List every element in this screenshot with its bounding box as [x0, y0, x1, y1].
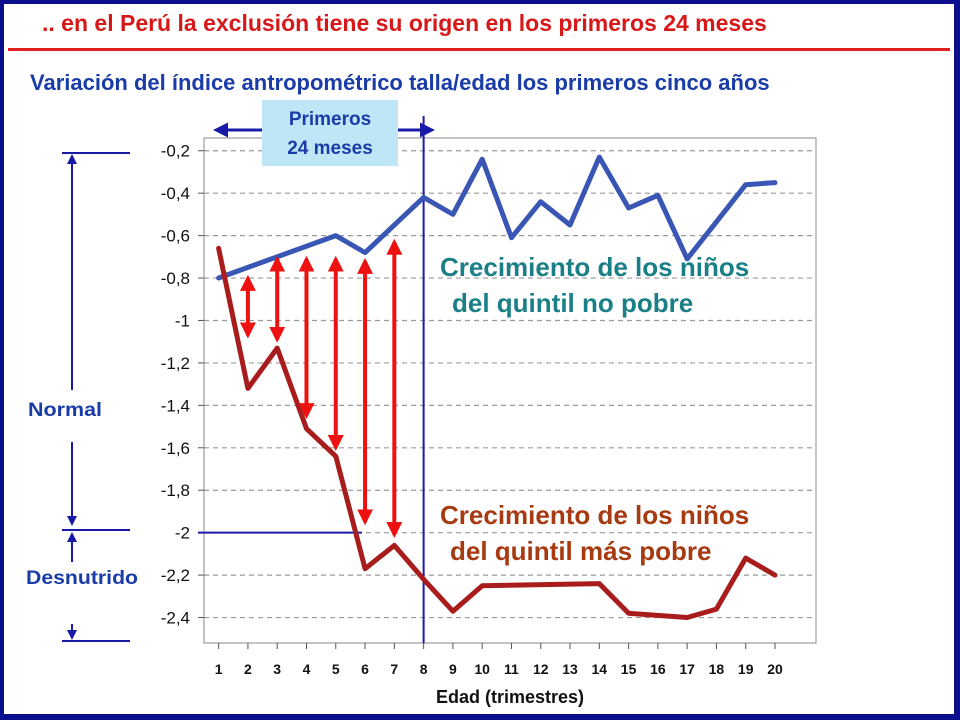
desnutrido-label: Desnutrido [26, 568, 138, 589]
series-layer [216, 154, 778, 620]
x-tick-label: 6 [361, 661, 369, 677]
x-tick-label: 4 [303, 661, 311, 677]
x-tick-label: 12 [533, 661, 549, 677]
x-tick-label: 16 [650, 661, 666, 677]
y-tick-label: -2,2 [161, 566, 190, 585]
x-axis-title: Edad (trimestres) [436, 687, 584, 707]
y-tick-label: -0,4 [161, 184, 190, 203]
y-tick-label: -0,8 [161, 269, 190, 288]
slide: .. en el Perú la exclusión tiene su orig… [4, 4, 954, 714]
x-tick-label: 14 [592, 661, 608, 677]
y-tick-label: -1,8 [161, 481, 190, 500]
x-tick-label: 8 [420, 661, 428, 677]
y-tick-label: -1,6 [161, 439, 190, 458]
y-tick-label: -1,2 [161, 354, 190, 373]
x-tick-label: 17 [679, 661, 695, 677]
y-tick-label: -1 [175, 311, 190, 330]
slide-title: .. en el Perú la exclusión tiene su orig… [42, 10, 767, 36]
no-pobre-label-line1: Crecimiento de los niños [440, 252, 749, 282]
x-tick-label: 19 [738, 661, 754, 677]
pobre-label-line1: Crecimiento de los niños [440, 500, 749, 530]
x-tick-label: 13 [562, 661, 578, 677]
first-24-months-box [262, 100, 398, 166]
x-tick-label: 7 [390, 661, 398, 677]
x-tick-label: 3 [273, 661, 281, 677]
x-tick-label: 11 [504, 661, 519, 677]
x-axis-ticks: 1 2 3 4 5 6 7 8 9 10 11 12 13 14 15 16 17 18 19 20 [215, 643, 783, 677]
x-tick-label: 18 [709, 661, 725, 677]
gap-arrows [239, 238, 403, 538]
x-tick-label: 20 [767, 661, 783, 677]
x-tick-label: 1 [215, 661, 223, 677]
x-tick-label: 9 [449, 661, 457, 677]
pobre-label-line2: del quintil más pobre [450, 536, 711, 566]
no-pobre-label-line2: del quintil no pobre [452, 288, 693, 318]
x-tick-label: 5 [332, 661, 340, 677]
x-tick-label: 2 [244, 661, 252, 677]
y-axis-ticks: -0,2 -0,4 -0,6 -0,8 -1 -1,2 -1,4 -1,6 -1,8 -2 -2,2… [161, 142, 204, 628]
first-24-months-label-line2: 24 meses [287, 138, 373, 159]
title-divider [8, 48, 950, 51]
series-line-no-pobre [216, 154, 778, 281]
slide-subtitle: Variación del índice antropométrico tall… [30, 70, 770, 95]
chart: -0,2 -0,4 -0,6 -0,8 -1 -1,2 -1,4 -1,6 -1,8 -2 -2,2… [26, 100, 817, 707]
y-tick-label: -0,6 [161, 227, 190, 246]
first-24-months-label-line1: Primeros [289, 109, 371, 130]
y-tick-label: -2 [175, 524, 190, 543]
series-line-pobre [216, 245, 778, 620]
normal-label: Normal [28, 400, 102, 421]
y-tick-label: -2,4 [161, 609, 190, 628]
y-tick-label: -1,4 [161, 396, 190, 415]
status-bracket [62, 152, 130, 642]
y-tick-label: -0,2 [161, 142, 190, 161]
x-tick-label: 15 [621, 661, 637, 677]
x-tick-label: 10 [474, 661, 490, 677]
